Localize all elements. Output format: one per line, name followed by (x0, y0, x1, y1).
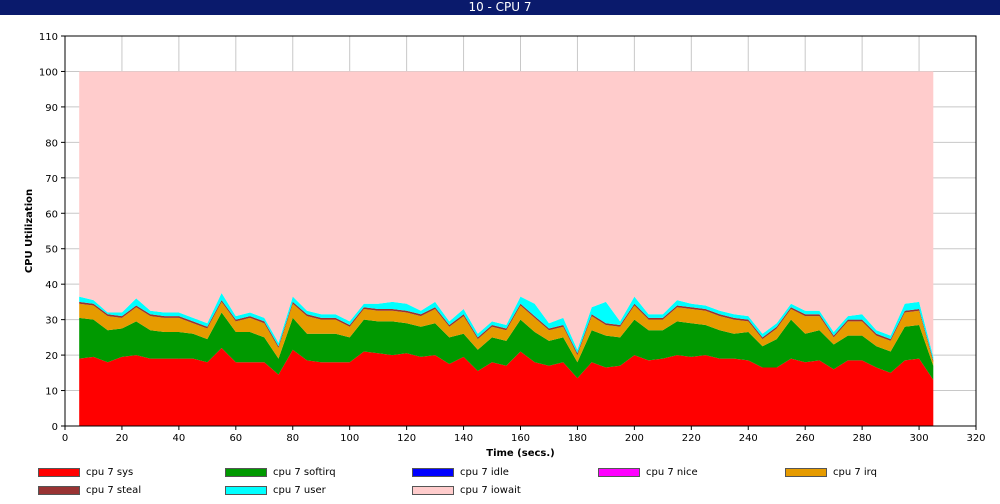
x-tick-label: 180 (568, 433, 587, 444)
x-tick-label: 120 (397, 433, 416, 444)
y-tick-label: 10 (45, 387, 58, 398)
legend-item: cpu 7 steal (38, 484, 218, 498)
legend-swatch (412, 486, 454, 495)
y-tick-label: 70 (45, 174, 58, 185)
legend-item: cpu 7 softirq (225, 466, 405, 480)
legend-label: cpu 7 steal (86, 485, 142, 496)
x-tick-label: 40 (173, 433, 186, 444)
y-axis-ticks: 0 10 20 30 40 50 60 70 80 90 100 110 (39, 32, 65, 433)
x-tick-label: 220 (682, 433, 701, 444)
y-tick-label: 0 (52, 422, 58, 433)
series-area-cpu-7-user (79, 293, 934, 361)
legend-label: cpu 7 softirq (273, 467, 336, 478)
x-tick-label: 80 (286, 433, 299, 444)
legend-label: cpu 7 sys (86, 467, 134, 478)
x-tick-label: 240 (739, 433, 758, 444)
legend-item: cpu 7 irq (785, 466, 965, 480)
y-tick-label: 30 (45, 316, 58, 327)
x-tick-label: 280 (853, 433, 872, 444)
legend-swatch (412, 468, 454, 477)
legend: cpu 7 sys cpu 7 softirq cpu 7 idle cpu 7 ni… (0, 462, 1000, 504)
legend-item: cpu 7 idle (412, 466, 592, 480)
legend-label: cpu 7 nice (646, 467, 698, 478)
x-tick-label: 300 (910, 433, 929, 444)
legend-item: cpu 7 iowait (412, 484, 592, 498)
legend-swatch (785, 468, 827, 477)
y-tick-label: 40 (45, 280, 58, 291)
series-area-cpu-7-sys (79, 348, 934, 426)
y-tick-label: 100 (39, 67, 58, 78)
legend-item: cpu 7 nice (598, 466, 778, 480)
x-tick-label: 60 (229, 433, 242, 444)
series-area-cpu-7-iowait (79, 71, 934, 357)
legend-label: cpu 7 irq (833, 467, 877, 478)
legend-label: cpu 7 idle (460, 467, 509, 478)
x-tick-label: 140 (454, 433, 473, 444)
y-tick-label: 60 (45, 209, 58, 220)
cpu-utilization-chart: 0 20 40 60 80 100 120 140 160 180 200 220 240 260 280 3… (0, 15, 1000, 462)
legend-swatch (598, 468, 640, 477)
legend-swatch (225, 468, 267, 477)
x-axis-ticks: 0 20 40 60 80 100 120 140 160 180 200 220 240 260 280 3… (62, 426, 986, 444)
series-area-cpu-7-irq (79, 301, 934, 366)
legend-label: cpu 7 iowait (460, 485, 521, 496)
legend-item: cpu 7 user (225, 484, 405, 498)
y-tick-label: 50 (45, 245, 58, 256)
x-tick-label: 200 (625, 433, 644, 444)
series-area-cpu-7-steal (79, 300, 934, 363)
y-tick-label: 110 (39, 32, 58, 43)
y-tick-label: 90 (45, 103, 58, 114)
legend-swatch (38, 486, 80, 495)
legend-swatch (225, 486, 267, 495)
x-tick-label: 0 (62, 433, 68, 444)
legend-swatch (38, 468, 80, 477)
x-tick-label: 100 (340, 433, 359, 444)
legend-label: cpu 7 user (273, 485, 326, 496)
series-area-cpu-7-softirq (79, 312, 934, 380)
x-tick-label: 320 (966, 433, 985, 444)
y-tick-label: 80 (45, 138, 58, 149)
legend-item: cpu 7 sys (38, 466, 218, 480)
x-tick-label: 260 (796, 433, 815, 444)
x-tick-label: 20 (116, 433, 129, 444)
y-axis-label: CPU Utilization (24, 189, 35, 273)
chart-title: 10 - CPU 7 (0, 0, 1000, 15)
x-axis-label: Time (secs.) (486, 448, 555, 459)
x-tick-label: 160 (511, 433, 530, 444)
area-series (79, 71, 934, 426)
y-tick-label: 20 (45, 351, 58, 362)
